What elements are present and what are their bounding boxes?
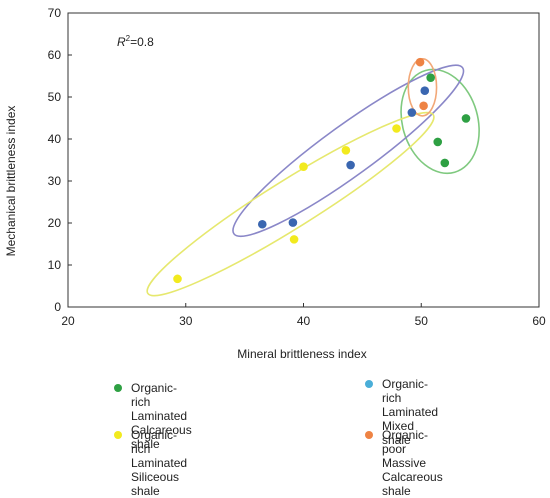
x-axis-title: Mineral brittleness index <box>237 347 366 361</box>
y-tick-label: 0 <box>54 300 61 314</box>
ellipse-layer <box>146 57 480 297</box>
y-tick-label: 10 <box>48 258 62 272</box>
points-layer <box>173 57 471 284</box>
legend-item-calcareous-laminated: Organic-rich Laminated Calcareous shale <box>114 381 192 451</box>
legend-item-mixed-laminated: Organic-rich Laminated Mixed shale <box>365 377 438 447</box>
cluster-ellipse-1 <box>232 64 465 238</box>
data-point-s0-1 <box>461 114 471 123</box>
legend-item-siliceous-laminated: Organic-rich Laminated Siliceous shale <box>114 428 187 498</box>
legend-dot-yellow-icon <box>114 431 122 439</box>
data-point-s0-3 <box>440 158 450 168</box>
r-squared-annotation: R2=0.8 <box>117 34 154 49</box>
data-point-s2-0 <box>173 274 182 284</box>
plot-frame <box>67 12 540 308</box>
legend-dot-orange-icon <box>365 431 373 439</box>
r-squared-value: =0.8 <box>130 35 154 49</box>
legend-dot-light-blue-icon <box>365 380 373 388</box>
legend-item-calcareous-massive: Organic-poor Massive Calcareous shale <box>365 428 443 498</box>
legend-label: Organic-rich Laminated Calcareous shale <box>131 381 192 451</box>
data-point-s2-1 <box>289 235 299 244</box>
y-tick-label: 20 <box>48 216 62 230</box>
legend-label: Organic-poor Massive Calcareous shale <box>382 428 443 498</box>
y-axis-title: Mechanical brittleness index <box>4 106 18 257</box>
data-point-s2-4 <box>392 124 401 133</box>
legend-dot-green-icon <box>114 384 122 392</box>
data-point-s4-4 <box>420 86 430 95</box>
x-tick-label: 40 <box>297 314 311 328</box>
y-tick-label: 70 <box>48 6 62 20</box>
y-tick-label: 60 <box>48 48 62 62</box>
data-point-s4-0 <box>257 219 267 229</box>
x-tick-label: 50 <box>415 314 429 328</box>
legend-label: Organic-rich Laminated Mixed shale <box>382 377 439 447</box>
ticks-layer: 20 30 40 50 60 0 10 20 30 40 50 60 70 <box>48 6 546 328</box>
cluster-ellipse-2 <box>146 111 435 297</box>
y-tick-label: 30 <box>48 174 62 188</box>
r-squared-sup: 2 <box>126 34 131 43</box>
data-point-s3-1 <box>419 101 428 111</box>
data-point-s2-2 <box>299 162 308 172</box>
data-point-s4-1 <box>288 218 298 227</box>
data-point-s3-0 <box>415 57 425 67</box>
r-squared-prefix: R <box>117 35 126 49</box>
data-point-s2-3 <box>341 146 351 155</box>
data-point-s0-0 <box>426 73 435 82</box>
x-tick-label: 60 <box>532 314 546 328</box>
data-point-s0-2 <box>433 137 443 147</box>
cluster-ellipse-0 <box>400 68 480 175</box>
data-point-s4-3 <box>407 108 417 117</box>
x-tick-label: 20 <box>61 314 75 328</box>
y-tick-label: 40 <box>48 132 62 146</box>
y-tick-label: 50 <box>48 90 62 104</box>
legend-label: Organic-rich Laminated Siliceous shale <box>131 428 188 498</box>
data-point-s4-2 <box>346 160 355 170</box>
x-tick-label: 30 <box>179 314 193 328</box>
chart: 20 30 40 50 60 0 10 20 30 40 50 60 70 R2=0.8 Mineral… <box>4 6 546 361</box>
